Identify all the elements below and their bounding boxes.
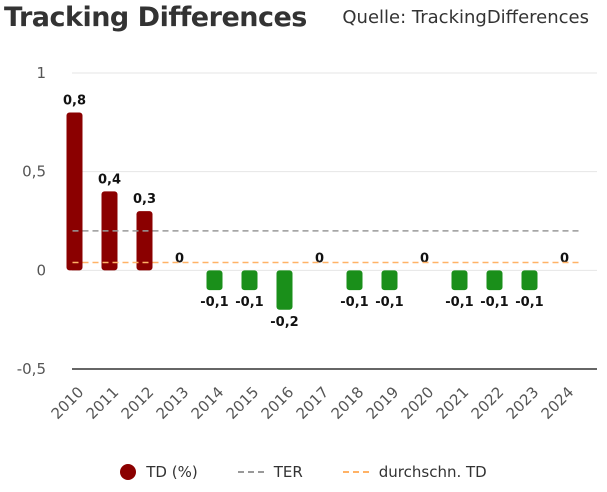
td-data-label-2014: -0,1 (200, 295, 228, 310)
legend-item-ter[interactable]: TER (237, 463, 303, 481)
x-tick-label-2023: 2023 (503, 383, 543, 423)
chart-source: Quelle: TrackingDifferences (342, 7, 589, 28)
td-data-label-2010: 0,8 (63, 93, 86, 108)
td-data-label-2020: 0 (420, 251, 429, 266)
x-tick-label-2019: 2019 (363, 383, 403, 423)
td-data-label-2023: -0,1 (515, 295, 543, 310)
legend-td-label: TD (%) (146, 463, 198, 481)
tracking-differences-chart: 1 0,5 0 -0,5 0,8 2010 0,4 2011 0,3 2012 0 2013 -0,1 2… (17, 64, 597, 423)
td-bar-2012 (136, 211, 153, 271)
legend-avg-marker (342, 471, 369, 473)
x-tick-label-2011: 2011 (83, 383, 123, 423)
x-tick-label-2024: 2024 (538, 383, 578, 423)
td-data-label-2022: -0,1 (480, 295, 508, 310)
td-bar-2023 (521, 270, 538, 291)
chart-title: Tracking Differences (4, 2, 307, 33)
td-data-label-2019: -0,1 (375, 295, 403, 310)
td-data-label-2015: -0,1 (235, 295, 263, 310)
x-tick-label-2022: 2022 (468, 383, 508, 423)
x-tick-label-2013: 2013 (153, 383, 193, 423)
td-bar-2014 (206, 270, 223, 291)
td-data-label-2018: -0,1 (340, 295, 368, 310)
td-bar-2018 (346, 270, 363, 291)
x-tick-label-2012: 2012 (118, 383, 158, 423)
x-tick-label-2016: 2016 (258, 383, 298, 423)
legend-avg-label: durchschn. TD (378, 463, 487, 481)
x-tick-label-2018: 2018 (328, 383, 368, 423)
td-bar-2021 (451, 270, 468, 291)
chart-legend: TD (%) TER durchschn. TD (0, 461, 607, 483)
y-tick-label: -0,5 (17, 360, 46, 378)
td-data-label-2016: -0,2 (270, 315, 298, 330)
td-data-label-2011: 0,4 (98, 172, 121, 187)
td-bar-2019 (381, 270, 398, 291)
x-tick-label-2010: 2010 (48, 383, 88, 423)
y-tick-label: 1 (36, 64, 46, 82)
td-bar-2010 (66, 112, 83, 271)
td-data-label-2017: 0 (315, 251, 324, 266)
y-tick-label: 0 (36, 261, 46, 279)
y-tick-label: 0,5 (22, 163, 46, 181)
legend-ter-label: TER (273, 463, 303, 481)
x-tick-label-2017: 2017 (293, 383, 333, 423)
x-tick-label-2020: 2020 (398, 383, 438, 423)
td-data-label-2013: 0 (175, 251, 184, 266)
td-data-label-2021: -0,1 (445, 295, 473, 310)
x-tick-label-2021: 2021 (433, 383, 473, 423)
legend-td-marker (120, 464, 137, 480)
legend-item-avg-td[interactable]: durchschn. TD (342, 463, 487, 481)
td-bar-2016 (276, 270, 293, 310)
legend-ter-marker (237, 471, 264, 473)
x-tick-label-2014: 2014 (188, 383, 228, 423)
td-data-label-2024: 0 (560, 251, 569, 266)
x-tick-label-2015: 2015 (223, 383, 263, 423)
td-bar-2011 (101, 191, 118, 271)
td-bar-2015 (241, 270, 258, 291)
td-data-label-2012: 0,3 (133, 192, 156, 207)
legend-item-td[interactable]: TD (%) (120, 463, 198, 481)
td-bar-2022 (486, 270, 503, 291)
